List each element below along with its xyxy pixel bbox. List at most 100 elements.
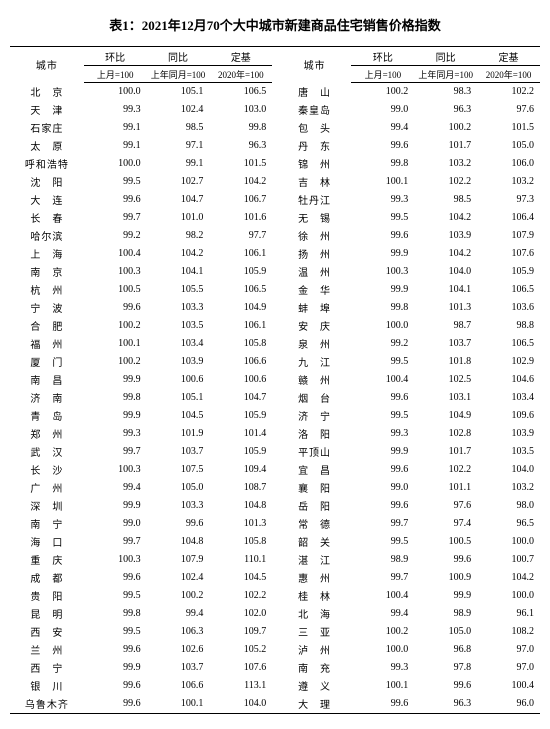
hdr-yoy-sub-left: 上年同月=100 [147,66,210,83]
base-value: 103.6 [477,299,540,317]
city-name: 银 川 [10,677,84,695]
base-value: 110.1 [209,551,272,569]
mom-value: 99.8 [351,299,414,317]
mom-value: 99.6 [351,497,414,515]
base-value: 102.9 [477,353,540,371]
mom-value: 100.3 [84,551,147,569]
yoy-value: 104.9 [414,407,477,425]
mom-value: 99.0 [351,479,414,497]
mom-value: 99.3 [84,101,147,119]
yoy-value: 103.7 [147,659,210,677]
city-name: 遵 义 [278,677,352,695]
base-value: 101.6 [209,209,272,227]
yoy-value: 102.5 [414,371,477,389]
mom-value: 99.4 [351,605,414,623]
mom-value: 99.5 [84,173,147,191]
mom-value: 99.2 [84,227,147,245]
yoy-value: 102.7 [147,173,210,191]
base-value: 100.7 [477,551,540,569]
base-value: 104.5 [209,569,272,587]
base-value: 99.8 [209,119,272,137]
base-value: 106.5 [209,281,272,299]
yoy-value: 101.8 [414,353,477,371]
city-name: 温 州 [278,263,352,281]
city-name: 哈尔滨 [10,227,84,245]
base-value: 97.7 [209,227,272,245]
mom-value: 99.9 [84,371,147,389]
mom-value: 99.6 [351,695,414,714]
base-value: 105.9 [209,407,272,425]
base-value: 98.8 [477,317,540,335]
mom-value: 100.0 [351,641,414,659]
city-name: 济 南 [10,389,84,407]
mom-value: 99.9 [351,281,414,299]
base-value: 108.7 [209,479,272,497]
city-name: 郑 州 [10,425,84,443]
yoy-value: 107.5 [147,461,210,479]
base-value: 97.3 [477,191,540,209]
mom-value: 99.1 [84,119,147,137]
hdr-mom-right: 环比 [351,47,414,66]
base-value: 109.6 [477,407,540,425]
city-name: 无 锡 [278,209,352,227]
city-name: 常 德 [278,515,352,533]
base-value: 104.8 [209,497,272,515]
city-name: 兰 州 [10,641,84,659]
city-name: 呼和浩特 [10,155,84,173]
yoy-value: 104.2 [414,245,477,263]
city-name: 重 庆 [10,551,84,569]
yoy-value: 102.2 [414,173,477,191]
base-value: 105.0 [477,137,540,155]
mom-value: 99.6 [84,677,147,695]
yoy-value: 100.5 [414,533,477,551]
yoy-value: 103.7 [414,335,477,353]
city-name: 赣 州 [278,371,352,389]
mom-value: 100.3 [84,461,147,479]
yoy-value: 103.3 [147,497,210,515]
city-name: 上 海 [10,245,84,263]
city-name: 深 圳 [10,497,84,515]
base-value: 96.1 [477,605,540,623]
base-value: 97.0 [477,641,540,659]
city-name: 韶 关 [278,533,352,551]
yoy-value: 98.9 [414,605,477,623]
base-value: 100.0 [477,587,540,605]
mom-value: 100.2 [84,317,147,335]
base-value: 106.6 [209,353,272,371]
yoy-value: 98.5 [147,119,210,137]
base-value: 102.2 [477,83,540,101]
yoy-value: 104.2 [414,209,477,227]
city-name: 厦 门 [10,353,84,371]
base-value: 105.9 [477,263,540,281]
base-value: 103.0 [209,101,272,119]
mom-value: 99.6 [84,641,147,659]
base-value: 97.6 [477,101,540,119]
city-name: 广 州 [10,479,84,497]
base-value: 96.5 [477,515,540,533]
mom-value: 99.4 [351,119,414,137]
base-value: 97.0 [477,659,540,677]
base-value: 106.5 [209,83,272,101]
city-name: 宜 昌 [278,461,352,479]
city-name: 长 沙 [10,461,84,479]
base-value: 103.2 [477,173,540,191]
city-name: 洛 阳 [278,425,352,443]
city-name: 宁 波 [10,299,84,317]
city-name: 湛 江 [278,551,352,569]
yoy-value: 100.6 [147,371,210,389]
yoy-value: 102.2 [414,461,477,479]
yoy-value: 98.2 [147,227,210,245]
city-name: 秦皇岛 [278,101,352,119]
base-value: 106.1 [209,245,272,263]
mom-value: 100.2 [84,353,147,371]
hdr-yoy-left: 同比 [147,47,210,66]
mom-value: 100.0 [84,83,147,101]
hdr-yoy-sub-right: 上年同月=100 [414,66,477,83]
hdr-base-left: 定基 [209,47,272,66]
yoy-value: 104.0 [414,263,477,281]
mom-value: 99.5 [351,353,414,371]
city-name: 泉 州 [278,335,352,353]
yoy-value: 103.2 [414,155,477,173]
base-value: 113.1 [209,677,272,695]
yoy-value: 101.1 [414,479,477,497]
